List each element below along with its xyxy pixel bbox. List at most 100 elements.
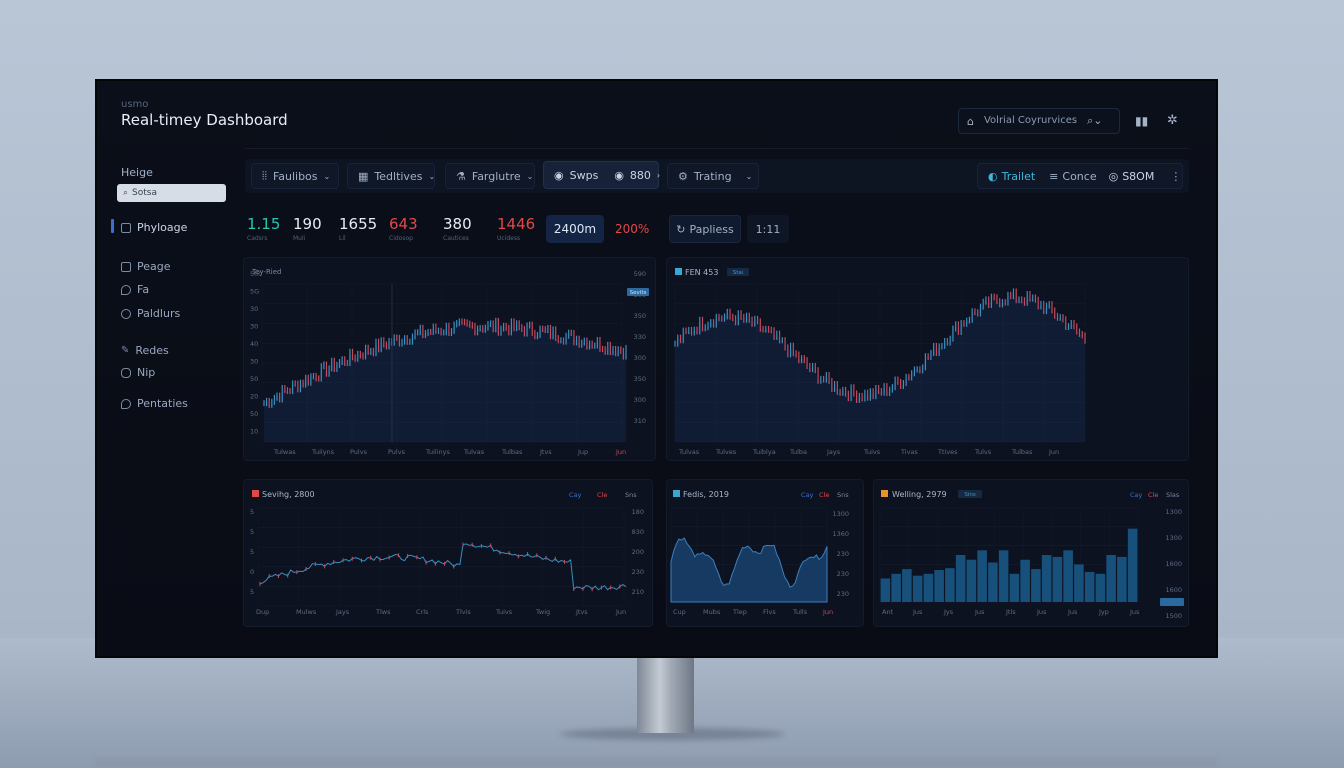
- y-tick-label: 5G: [250, 288, 259, 296]
- x-tick-label: Crls: [416, 608, 429, 616]
- chart-tab: Cay: [1130, 491, 1143, 499]
- x-tick-label: Jus: [912, 608, 923, 616]
- y-tick-label: 350: [634, 312, 646, 320]
- search-icon[interactable]: ⌕⌄: [1087, 114, 1103, 127]
- x-tick-label: Tuilyns: [311, 448, 335, 456]
- bar: [923, 573, 934, 602]
- bar: [934, 570, 944, 602]
- chart-tab: Cay: [801, 491, 814, 499]
- bar: [1117, 556, 1127, 602]
- dashboard-screen: usmo Real-timey Dashboard ⌂ Volrial Coyr…: [97, 81, 1216, 656]
- bar-chart-welling[interactable]: Welling, 2979 Sins Cay Cle Slas 1300 1300 1600 1…: [874, 480, 1190, 628]
- candlestick-chart-2[interactable]: FEN 453 Stai Tulvas Tulves Tuiblya Tulba Jays T…: [667, 258, 1190, 462]
- grid-icon: ▦: [358, 169, 369, 183]
- line-chart-sevihg[interactable]: Sevihg, 2800 Cay Cle Sns 5 5 5 0 5 180 830 200 230 21…: [244, 480, 654, 628]
- legend-swatch: [881, 490, 888, 497]
- x-tick-label: Tulba: [789, 448, 807, 456]
- bar: [1074, 564, 1084, 602]
- bar-chart-icon[interactable]: ▮▮: [1135, 114, 1149, 128]
- applies-button[interactable]: ↻ Papliess: [669, 215, 741, 243]
- x-tick-label: Tlvis: [455, 608, 471, 616]
- x-tick-label: Jus: [1067, 608, 1078, 616]
- toolbar-right-group: ◐ Trailet ≡ Conce ◎ S8OM ⋮: [977, 163, 1183, 189]
- x-tick-label: Tlep: [732, 608, 747, 616]
- chart-title: Sevihg, 2800: [262, 490, 315, 499]
- toolbar-trading[interactable]: ⚙ Trating ⌄: [667, 163, 759, 189]
- desk-edge: [95, 758, 1217, 768]
- chart-tab: Cle: [819, 491, 829, 499]
- x-tick-label: Ttives: [937, 448, 958, 456]
- coin-icon: ◉: [554, 168, 564, 182]
- toolbar-label: Trating: [693, 169, 732, 183]
- chart-tab: Sns: [625, 491, 637, 499]
- gear-icon[interactable]: ✲: [1167, 113, 1178, 128]
- toolbar-faulibos[interactable]: ⦙⦙ Faulibos ⌄: [251, 163, 339, 189]
- sidebar-item-peage[interactable]: Peage: [121, 260, 171, 273]
- sidebar-search[interactable]: ⌕ Sotsa: [117, 184, 226, 202]
- trailet-button[interactable]: Trailet: [1001, 169, 1036, 183]
- chevron-down-icon: ⌄: [323, 171, 331, 181]
- bell-icon: [121, 367, 131, 378]
- stat-value: 1446: [497, 215, 536, 233]
- sidebar-item-redes[interactable]: ✎ Redes: [121, 344, 169, 357]
- bar: [912, 575, 923, 602]
- chart-panel-sevihg: Sevihg, 2800 Cay Cle Sns 5 5 5 0 5 180 830 200 230 21…: [243, 479, 653, 627]
- bar: [1084, 571, 1095, 602]
- search-text: Volrial Coyrurvices: [983, 115, 1078, 126]
- price-tag-label: Sevits: [630, 290, 647, 296]
- sidebar-item-paldlurs[interactable]: Paldlurs: [121, 307, 180, 320]
- price-tag: [1160, 598, 1184, 606]
- columns-icon: ⦙⦙: [262, 169, 267, 182]
- chart-tab: Cay: [569, 491, 582, 499]
- sidebar-item-phyloage[interactable]: Phyloage: [121, 221, 187, 234]
- toolbar-swap[interactable]: ◉ Swps ◉ 880 ›: [543, 161, 660, 189]
- sidebar-item-pentaties[interactable]: Pentaties: [121, 397, 188, 410]
- chevron-down-icon: ⌄: [428, 171, 436, 181]
- stat-4: 380 Cautices: [443, 217, 472, 242]
- sidebar-search-placeholder: Sotsa: [132, 187, 157, 198]
- x-tick-label: Jyp: [1098, 608, 1109, 616]
- y-tick-label: 5: [250, 528, 254, 536]
- conce-button[interactable]: Conce: [1062, 169, 1097, 183]
- y-tick-label: 350: [634, 375, 646, 383]
- page-icon: [121, 261, 131, 272]
- x-tick-label: Jun: [615, 448, 626, 456]
- series-line: [259, 543, 627, 591]
- stat-5: 1446 Ucidess: [497, 217, 535, 242]
- amount-value: S8OM: [1122, 169, 1155, 183]
- bar: [998, 550, 1009, 602]
- x-tick-label: Tivas: [900, 448, 918, 456]
- stat-2: 1655 Lil: [339, 217, 377, 242]
- y-tick-label: 590: [634, 270, 646, 278]
- search-icon: ⌕: [123, 188, 129, 198]
- highlight-box: 2400m: [546, 215, 604, 243]
- y-tick-label: 1600: [1165, 560, 1182, 568]
- y-tick-label: 300: [634, 396, 646, 404]
- sidebar-item-fa[interactable]: Fa: [121, 283, 149, 296]
- legend-swatch: [675, 268, 682, 275]
- price-area: [264, 320, 626, 442]
- y-tick-label: 310: [634, 417, 646, 425]
- stat-label: Cidosop: [389, 235, 413, 242]
- bar: [1063, 550, 1073, 602]
- area-chart-fedis[interactable]: Fedis, 2019 Cay Cle Sns 1300 1360 230 230 230 Cup…: [667, 480, 865, 628]
- toolbar-farglutre[interactable]: ⚗ Farglutre ⌄: [445, 163, 535, 189]
- badge: [727, 268, 749, 276]
- x-tick-label: Jun: [822, 608, 833, 616]
- global-search[interactable]: ⌂ Volrial Coyrurvices ⌕⌄: [958, 108, 1120, 134]
- percent-value: 200%: [615, 222, 650, 236]
- y-tick-label: 30: [250, 305, 258, 313]
- y-tick-label: 230: [837, 590, 849, 598]
- x-tick-label: Cup: [673, 608, 686, 616]
- y-tick-label: 500: [250, 270, 262, 278]
- sidebar-item-nip[interactable]: Nip: [121, 366, 155, 379]
- stat-1: 190 Muli: [293, 217, 322, 242]
- more-icon[interactable]: ⋮: [1170, 169, 1182, 183]
- bar: [1031, 569, 1041, 602]
- stat-label: Muli: [293, 235, 306, 242]
- toolbar-tedltives[interactable]: ▦ Tedltives ⌄: [347, 163, 435, 189]
- x-tick-label: Tulvs: [974, 448, 992, 456]
- chart-tab: Sns: [837, 491, 849, 499]
